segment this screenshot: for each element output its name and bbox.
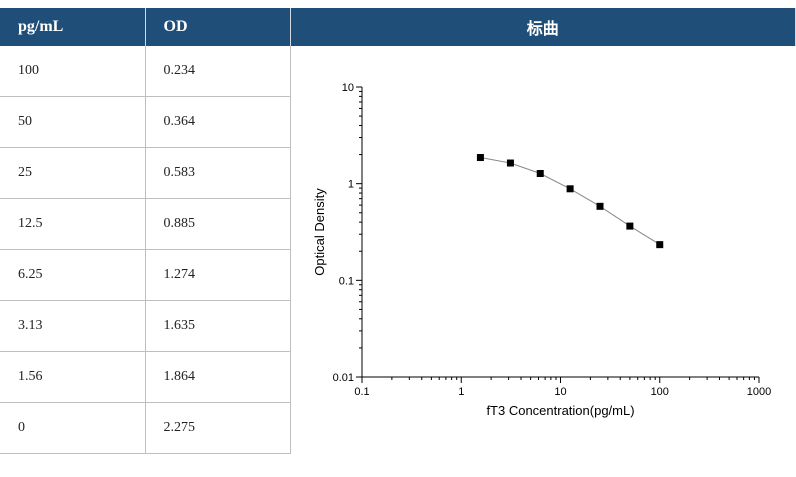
od-cell: 1.274 [145,249,291,301]
header-concentration: pg/mL [0,8,146,46]
concentration-cell: 6.25 [0,249,146,301]
od-cell: 1.635 [145,300,291,352]
table-row: 25 0.583 [0,147,796,199]
concentration-cell: 100 [0,46,146,97]
concentration-cell: 12.5 [0,198,146,250]
series-line [479,157,660,246]
table-row: 0 2.275 [0,402,796,454]
table-row: 100 0.234 0.1 1 10 100 1000 0.01 0.1 1 10 fT3 Conce… [0,46,796,418]
od-cell: 0.885 [145,198,291,250]
concentration-cell: 0 [0,402,146,454]
table-row: 12.5 0.885 [0,198,796,250]
x-tick-label: 100 [650,386,668,398]
y-tick-label: 0.01 [332,372,353,384]
concentration-cell: 1.56 [0,351,146,403]
od-cell: 0.364 [145,96,291,148]
standard-curve-table: pg/mL OD 标曲 100 0.234 0.1 1 10 100 1000 0.01 0.1… [0,8,796,454]
y-tick-label: 0.1 [338,275,353,287]
od-cell: 1.864 [145,351,291,403]
od-cell: 2.275 [145,402,291,454]
table-row: 50 0.364 [0,96,796,148]
concentration-cell: 25 [0,147,146,199]
data-point [476,154,484,162]
y-tick-label: 1 [347,179,353,191]
cropped-caption-strip [0,0,796,8]
x-tick-label: 10 [554,386,566,398]
header-od: OD [145,8,291,46]
concentration-cell: 3.13 [0,300,146,352]
data-point [536,170,544,178]
x-axis-label: fT3 Concentration(pg/mL) [486,403,634,418]
data-point [655,241,663,249]
od-cell: 0.234 [145,46,291,97]
y-tick-label: 10 [341,82,353,94]
header-row: pg/mL OD 标曲 [0,8,796,46]
data-point [506,159,514,167]
table-row: 1.56 1.864 [0,351,796,403]
y-axis-label: Optical Density [312,188,327,276]
table-row: 3.13 1.635 [0,300,796,352]
data-point [595,202,603,210]
concentration-cell: 50 [0,96,146,148]
x-tick-label: 0.1 [354,386,369,398]
table-row: 6.25 1.274 [0,249,796,301]
od-cell: 0.583 [145,147,291,199]
data-point [625,222,633,230]
chart-cell: 0.1 1 10 100 1000 0.01 0.1 1 10 fT3 Concentration… [290,46,796,454]
x-tick-label: 1 [458,386,464,398]
x-tick-label: 1000 [746,386,770,398]
data-point [566,185,574,193]
header-standard-curve: 标曲 [290,8,796,46]
